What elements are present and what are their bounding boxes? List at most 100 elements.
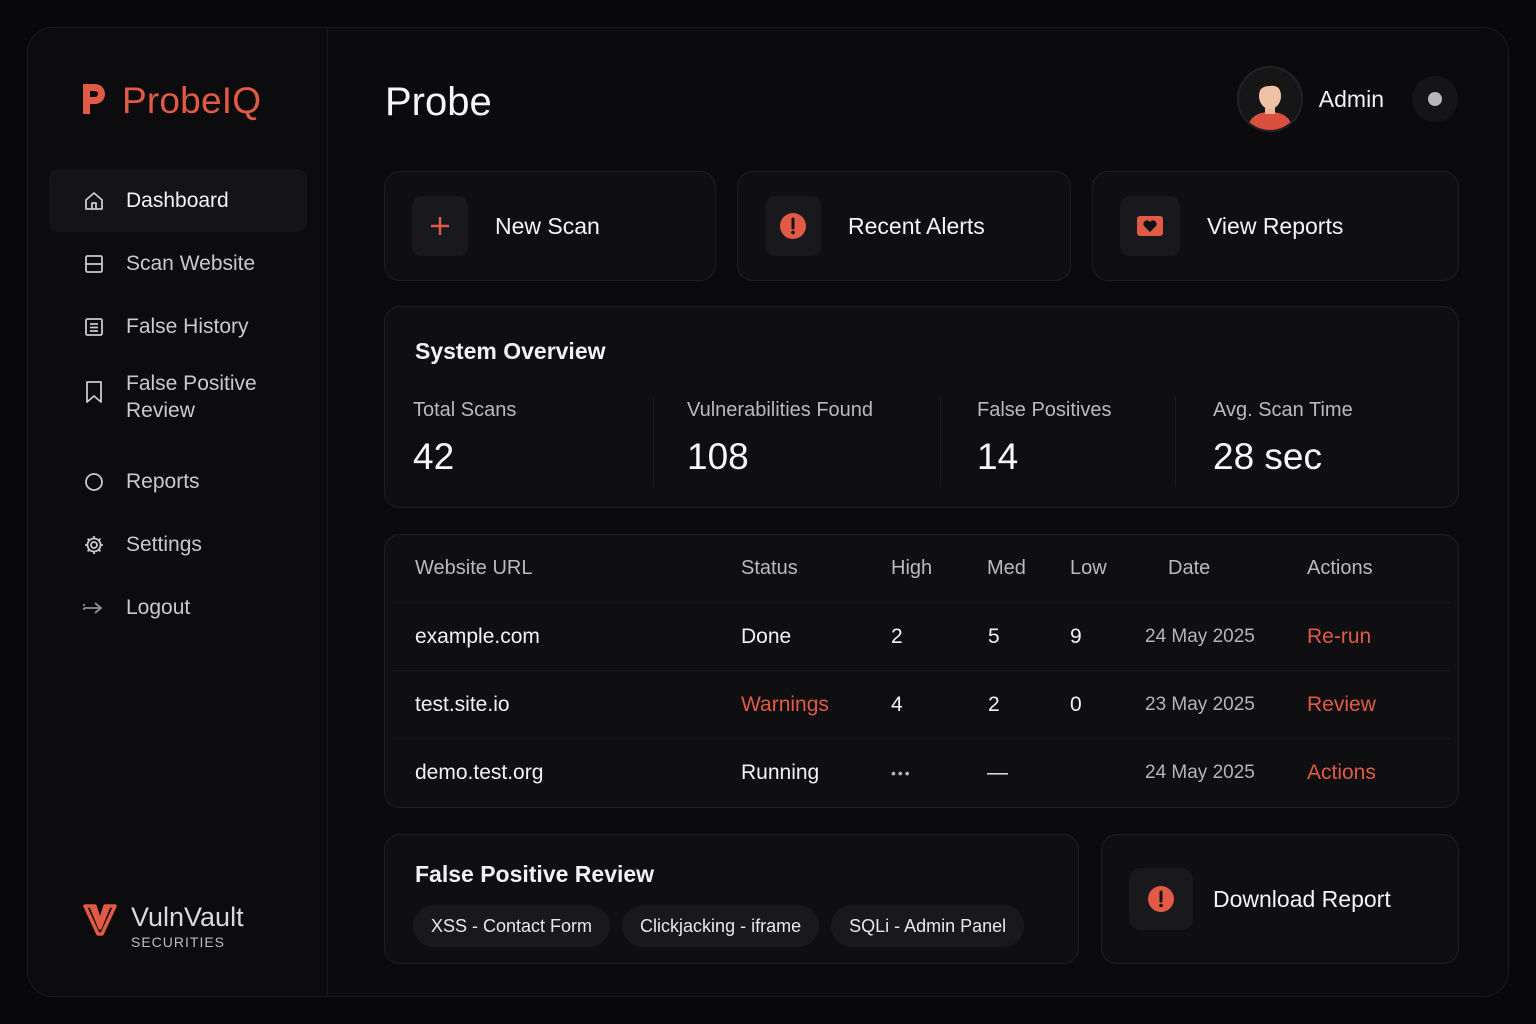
bookmark-icon xyxy=(82,380,106,404)
stat-label: Avg. Scan Time xyxy=(1213,399,1353,421)
fp-chip-list: XSS - Contact Form Clickjacking - iframe… xyxy=(413,905,1025,947)
fp-chip[interactable]: XSS - Contact Form xyxy=(413,905,611,947)
divider xyxy=(653,397,654,487)
stat-label: False Positives xyxy=(977,399,1112,421)
home-icon xyxy=(82,189,106,213)
logout-arrow-icon xyxy=(82,596,106,620)
footer-brand: VulnVault SECURITIES xyxy=(83,902,244,950)
scans-table: Website URL Status High Med Low Date Act… xyxy=(384,534,1459,808)
table-row[interactable]: example.com Done 2 5 9 24 May 2025 Re-ru… xyxy=(393,603,1450,671)
sidebar-item-reports[interactable]: Reports xyxy=(49,450,307,513)
sidebar-item-scan-website[interactable]: Scan Website xyxy=(49,232,307,295)
sidebar-item-dashboard[interactable]: Dashboard xyxy=(49,169,307,232)
browser-window-icon xyxy=(82,252,106,276)
stat-value: 28 sec xyxy=(1213,436,1323,477)
v-logo-icon xyxy=(83,902,117,941)
med-cell: 5 xyxy=(988,624,1000,648)
table-row[interactable]: test.site.io Warnings 4 2 0 23 May 2025 … xyxy=(393,671,1450,739)
sidebar-item-logout[interactable]: Logout xyxy=(49,576,307,639)
sidebar-item-label: Logout xyxy=(126,595,191,619)
table-header: Website URL Status High Med Low Date Act… xyxy=(393,535,1450,603)
avatar-icon[interactable] xyxy=(1236,66,1303,132)
recent-alerts-button[interactable]: Recent Alerts xyxy=(737,171,1071,281)
low-cell: 0 xyxy=(1070,692,1082,716)
column-header: Low xyxy=(1070,557,1107,579)
sidebar-nav: Dashboard Scan Website False History xyxy=(49,169,307,639)
user-name: Admin xyxy=(1318,85,1384,112)
date-cell: 24 May 2025 xyxy=(1145,625,1255,647)
footer-brand-subtitle: SECURITIES xyxy=(131,934,226,950)
new-scan-button[interactable]: New Scan xyxy=(384,171,716,281)
url-cell: example.com xyxy=(415,624,540,648)
download-report-label: Download Report xyxy=(1213,885,1391,912)
stat-value: 42 xyxy=(413,436,455,477)
stat-value: 108 xyxy=(687,436,749,477)
document-list-icon xyxy=(82,315,106,339)
date-cell: 23 May 2025 xyxy=(1145,693,1255,715)
stat-label: Total Scans xyxy=(413,399,517,421)
url-cell: demo.test.org xyxy=(415,761,544,784)
low-cell: 9 xyxy=(1070,624,1082,648)
sidebar-item-label: Scan Website xyxy=(126,251,256,275)
overview-title: System Overview xyxy=(415,338,606,364)
status-cell: Done xyxy=(741,624,792,648)
gear-icon xyxy=(82,533,106,557)
false-positive-review-card: False Positive Review XSS - Contact Form… xyxy=(384,834,1079,964)
divider xyxy=(940,397,941,487)
heart-card-icon xyxy=(1120,196,1180,256)
column-header: High xyxy=(891,557,933,579)
med-cell: — xyxy=(987,761,1008,784)
fp-chip[interactable]: Clickjacking - iframe xyxy=(622,905,820,947)
stat-value: 14 xyxy=(977,436,1019,477)
stat-vulnerabilities-found: Vulnerabilities Found 108 xyxy=(687,399,873,478)
sidebar-item-label: Settings xyxy=(126,532,202,556)
review-link[interactable]: Review xyxy=(1307,692,1376,716)
circle-icon xyxy=(82,470,106,494)
status-cell: Running xyxy=(741,761,820,784)
status-dot-icon xyxy=(1428,92,1442,106)
column-header: Date xyxy=(1168,557,1211,579)
high-cell: 4 xyxy=(891,692,903,716)
high-cell: ••• xyxy=(891,765,912,781)
med-cell: 2 xyxy=(988,692,1000,716)
user-menu[interactable]: Admin xyxy=(1236,66,1458,132)
actions-link[interactable]: Actions xyxy=(1307,761,1376,784)
column-header: Med xyxy=(987,557,1026,579)
recent-alerts-label: Recent Alerts xyxy=(848,212,985,239)
sidebar: ProbeIQ Dashboard Scan Website xyxy=(28,28,328,996)
fp-chip[interactable]: SQLi - Admin Panel xyxy=(831,905,1025,947)
stat-total-scans: Total Scans 42 xyxy=(413,399,516,478)
stat-false-positives: False Positives 14 xyxy=(977,399,1112,478)
sidebar-item-settings[interactable]: Settings xyxy=(49,513,307,576)
brand-name: ProbeIQ xyxy=(122,80,262,121)
rerun-link[interactable]: Re-run xyxy=(1307,624,1372,648)
app-window: ProbeIQ Dashboard Scan Website xyxy=(27,27,1509,997)
brand[interactable]: ProbeIQ xyxy=(80,80,261,122)
view-reports-label: View Reports xyxy=(1207,212,1344,239)
page-title: Probe xyxy=(385,80,492,124)
p-logo-icon xyxy=(80,82,108,121)
stat-label: Vulnerabilities Found xyxy=(687,399,874,421)
column-header: Website URL xyxy=(415,557,533,579)
column-header: Status xyxy=(741,557,798,579)
view-reports-button[interactable]: View Reports xyxy=(1092,171,1459,281)
stat-avg-scan-time: Avg. Scan Time 28 sec xyxy=(1213,399,1353,478)
sidebar-item-label: Reports xyxy=(126,469,200,493)
new-scan-label: New Scan xyxy=(495,212,600,239)
status-cell: Warnings xyxy=(741,692,829,716)
system-overview: System Overview Total Scans 42 Vulnerabi… xyxy=(384,306,1459,508)
alert-circle-icon xyxy=(1129,868,1193,930)
main-content: Probe Admin New Scan xyxy=(328,28,1508,996)
download-report-button[interactable]: Download Report xyxy=(1101,834,1459,964)
sidebar-item-false-history[interactable]: False History xyxy=(49,295,307,358)
url-cell: test.site.io xyxy=(415,692,510,716)
sidebar-item-label: False Positive Review xyxy=(126,372,257,422)
plus-icon xyxy=(412,196,468,256)
divider xyxy=(1175,397,1176,487)
sidebar-item-label: False History xyxy=(126,314,249,338)
status-toggle[interactable] xyxy=(1412,76,1458,122)
column-header: Actions xyxy=(1307,557,1373,579)
sidebar-item-false-positive-review[interactable]: False Positive Review xyxy=(49,358,307,450)
high-cell: 2 xyxy=(891,624,903,648)
table-row[interactable]: demo.test.org Running ••• — 24 May 2025 … xyxy=(393,739,1450,807)
